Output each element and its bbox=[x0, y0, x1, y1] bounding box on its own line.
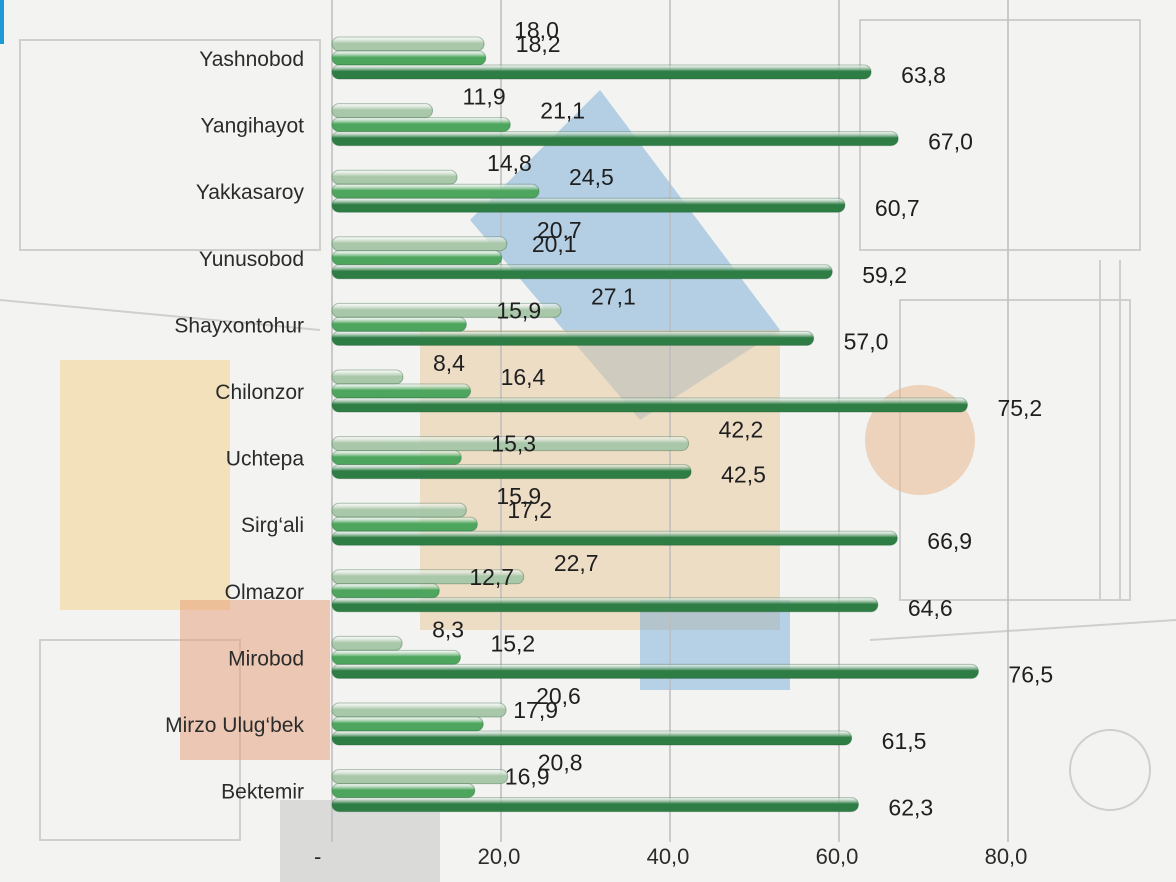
data-label: 20,1 bbox=[532, 231, 577, 257]
data-label: 66,9 bbox=[927, 528, 972, 554]
bar-series-3 bbox=[331, 597, 879, 613]
category-label: Chilonzor bbox=[215, 381, 304, 404]
bar-series-3 bbox=[331, 797, 859, 813]
data-label: 15,9 bbox=[496, 483, 541, 509]
bar-series-1 bbox=[331, 236, 508, 252]
data-label: 60,7 bbox=[875, 195, 920, 221]
x-tick-label: 80,0 bbox=[985, 844, 1028, 869]
data-label: 20,6 bbox=[536, 683, 581, 709]
data-label: 17,2 bbox=[507, 497, 552, 523]
data-label: 63,8 bbox=[901, 62, 946, 88]
bar-series-1 bbox=[331, 436, 690, 452]
bar-series-3 bbox=[331, 464, 692, 480]
bar-series-2 bbox=[331, 516, 478, 532]
slide-accent-bar bbox=[0, 0, 4, 44]
bar-series-3 bbox=[331, 730, 853, 746]
bar-series-1 bbox=[331, 702, 507, 718]
data-label: 20,7 bbox=[537, 217, 582, 243]
data-label: 61,5 bbox=[882, 728, 927, 754]
x-tick-label: 60,0 bbox=[816, 844, 859, 869]
data-label: 57,0 bbox=[844, 328, 889, 354]
bar-series-3 bbox=[331, 530, 898, 546]
data-label: 76,5 bbox=[1008, 661, 1053, 687]
bar-series-3 bbox=[331, 397, 968, 413]
data-label: 15,2 bbox=[490, 630, 535, 656]
data-label: 8,4 bbox=[433, 350, 465, 376]
bar-series-2 bbox=[331, 383, 472, 399]
category-label: Mirobod bbox=[228, 647, 304, 670]
data-label: 75,2 bbox=[997, 395, 1042, 421]
bar-series-2 bbox=[331, 117, 511, 133]
bar-series-2 bbox=[331, 183, 540, 199]
data-label: 42,5 bbox=[721, 462, 766, 488]
category-label: Mirzo Ulug‘bek bbox=[165, 714, 304, 737]
bar-series-3 bbox=[331, 330, 815, 346]
data-label: 12,7 bbox=[469, 564, 514, 590]
x-tick-label: 40,0 bbox=[647, 844, 690, 869]
bar-series-3 bbox=[331, 663, 979, 679]
category-label: Yunusobod bbox=[199, 248, 304, 271]
bar-series-1 bbox=[331, 103, 434, 119]
category-label: Yakkasaroy bbox=[196, 181, 305, 204]
data-label: 21,1 bbox=[540, 98, 585, 124]
bar-series-3 bbox=[331, 131, 899, 147]
bar-series-1 bbox=[331, 635, 403, 651]
bar-series-2 bbox=[331, 716, 484, 732]
data-label: 11,9 bbox=[463, 84, 506, 110]
bar-series-3 bbox=[331, 264, 833, 280]
bar-series-2 bbox=[331, 583, 440, 599]
category-label: Olmazor bbox=[225, 581, 304, 604]
bar-series-1 bbox=[331, 369, 404, 385]
data-label: 22,7 bbox=[554, 550, 599, 576]
bar-series-2 bbox=[331, 50, 487, 66]
category-label: Sirg‘ali bbox=[241, 514, 304, 537]
bar-series-2 bbox=[331, 450, 462, 466]
category-label: Shayxontohur bbox=[174, 314, 304, 337]
category-label: Bektemir bbox=[221, 781, 304, 804]
bar-series-2 bbox=[331, 649, 461, 665]
bar-series-2 bbox=[331, 316, 467, 332]
data-label: 17,9 bbox=[513, 697, 558, 723]
data-label: 24,5 bbox=[569, 164, 614, 190]
data-label: 42,2 bbox=[719, 417, 764, 443]
bar-series-3 bbox=[331, 64, 872, 80]
data-label: 59,2 bbox=[862, 262, 907, 288]
bar-series-2 bbox=[331, 783, 476, 799]
data-label: 15,3 bbox=[491, 431, 536, 457]
data-label: 15,9 bbox=[496, 297, 541, 323]
bar-series-1 bbox=[331, 769, 509, 785]
data-label: 18,0 bbox=[514, 17, 559, 43]
data-label: 16,4 bbox=[501, 364, 546, 390]
category-label: Uchtepa bbox=[226, 448, 305, 471]
bar-series-2 bbox=[331, 250, 503, 266]
data-label: 8,3 bbox=[432, 616, 464, 642]
bar-series-1 bbox=[331, 502, 467, 518]
category-label: Yangihayot bbox=[200, 115, 304, 138]
data-label: 14,8 bbox=[487, 150, 532, 176]
category-label: Yashnobod bbox=[199, 48, 304, 71]
bar-series-1 bbox=[331, 169, 458, 185]
data-label: 27,1 bbox=[591, 283, 636, 309]
data-label: 64,6 bbox=[908, 595, 953, 621]
bar-series-3 bbox=[331, 197, 846, 213]
data-label: 16,9 bbox=[505, 764, 550, 790]
x-tick-label: - bbox=[314, 844, 321, 869]
x-tick-label: 20,0 bbox=[478, 844, 521, 869]
data-label: 62,3 bbox=[888, 795, 933, 821]
data-label: 67,0 bbox=[928, 129, 973, 155]
data-label: 18,2 bbox=[516, 31, 561, 57]
bar-series-1 bbox=[331, 36, 485, 52]
data-label: 20,8 bbox=[538, 750, 583, 776]
